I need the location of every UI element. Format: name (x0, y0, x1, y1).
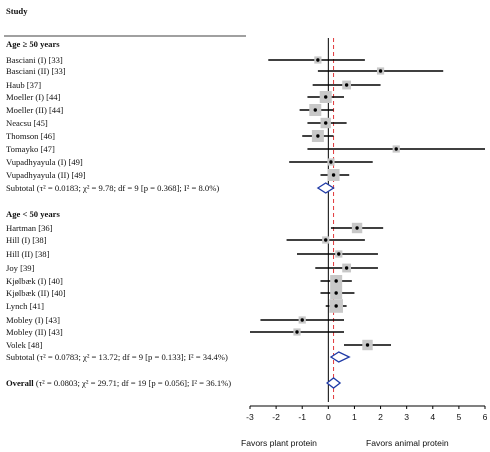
x-tick-label: 2 (378, 412, 383, 422)
x-tick-label: -3 (246, 412, 254, 422)
study-label: Moeller (II) [44] (6, 105, 63, 115)
study-marker (260, 316, 344, 324)
x-tick-label: 4 (430, 412, 435, 422)
point-estimate (313, 108, 317, 112)
x-tick-label: 0 (326, 412, 331, 422)
study-label: Neacsu [45] (6, 118, 48, 128)
study-marker (325, 299, 347, 313)
study-label: Mobley (II) [43] (6, 327, 63, 337)
study-marker (330, 222, 384, 234)
study-label: Hill (I) [38] (6, 235, 47, 245)
point-estimate (331, 173, 336, 177)
point-estimate (329, 160, 333, 164)
x-tick-label: 1 (352, 412, 357, 422)
point-estimate (334, 291, 338, 295)
point-estimate (394, 147, 398, 151)
point-estimate (295, 330, 299, 334)
study-marker (302, 130, 334, 142)
point-estimate (324, 95, 328, 99)
x-tick-label: 5 (456, 412, 461, 422)
point-estimate (334, 304, 338, 308)
plot-area (250, 38, 485, 402)
study-marker (299, 104, 334, 116)
study-marker (307, 91, 344, 103)
study-label: Mobley (I) [43] (6, 315, 60, 325)
study-marker (315, 263, 378, 273)
subtotal-label-age-50-plus: Subtotal (τ² = 0.0183; χ² = 9.78; df = 9… (6, 183, 219, 193)
study-label: Kjølbæk (I) [40] (6, 276, 63, 286)
study-label: Vupadhyayula (II) [49] (6, 170, 86, 180)
study-label: Hill (II) [38] (6, 249, 50, 259)
x-tick-label: -2 (272, 412, 280, 422)
point-estimate (316, 134, 320, 138)
x-tick-label: 3 (404, 412, 409, 422)
point-estimate (337, 252, 341, 256)
point-estimate (378, 69, 383, 73)
group-title-age-under-50: Age < 50 years (6, 209, 60, 219)
study-label: Haub [37] (6, 80, 41, 90)
study-marker (307, 145, 485, 153)
study-label: Kjølbæk (II) [40] (6, 288, 66, 298)
study-label: Hartman [36] (6, 223, 53, 233)
point-estimate (324, 121, 328, 125)
study-marker (307, 117, 347, 129)
study-labels: Basciani (I) [33]Basciani (II) [33] Haub … (6, 55, 231, 388)
study-label: Joy [39] (6, 263, 35, 273)
overall-diamond (325, 377, 342, 389)
study-marker (344, 339, 391, 351)
study-label: Vupadhyayula (I) [49] (6, 157, 83, 167)
point-estimate (355, 226, 359, 230)
subtotal-diamond-age-50-plus (316, 182, 335, 194)
study-marker (312, 80, 381, 90)
study-label: Moeller (I) [44] (6, 92, 61, 102)
study-marker (320, 275, 352, 287)
subtotal-diamond-age-under-50 (329, 351, 351, 363)
x-axis: -3 -2 -1 0 1 2 3 4 5 6 (246, 405, 488, 422)
point-estimate (344, 266, 349, 270)
overall-label: Overall (τ² = 0.0803; χ² = 29.71; df = 1… (6, 378, 231, 388)
group-title-age-50-plus: Age ≥ 50 years (6, 39, 60, 49)
study-marker (297, 250, 378, 258)
point-estimate (344, 83, 349, 87)
point-estimate (316, 58, 320, 62)
study-label: Tomayko [47] (6, 144, 55, 154)
point-estimate (300, 318, 304, 322)
point-estimate (365, 343, 370, 347)
study-label: Lynch [41] (6, 301, 44, 311)
study-label: Basciani (II) [33] (6, 66, 66, 76)
study-marker (250, 328, 344, 336)
study-marker (286, 236, 365, 244)
x-tick-label: 6 (483, 412, 488, 422)
study-marker (289, 158, 373, 166)
study-marker (320, 287, 355, 299)
right-caption: Favors animal protein (366, 438, 449, 448)
x-tick-label: -1 (298, 412, 306, 422)
study-label: Thomson [46] (6, 131, 55, 141)
study-marker (320, 169, 350, 181)
column-title: Study (6, 6, 28, 16)
study-marker (268, 56, 365, 64)
subtotal-label-age-under-50: Subtotal (τ² = 0.0783; χ² = 13.72; df = … (6, 352, 228, 362)
point-estimate (324, 238, 328, 242)
study-marker (317, 67, 444, 75)
left-caption: Favors plant protein (241, 438, 317, 448)
study-label: Volek [48] (6, 340, 42, 350)
study-label: Basciani (I) [33] (6, 55, 63, 65)
point-estimate (334, 279, 338, 283)
